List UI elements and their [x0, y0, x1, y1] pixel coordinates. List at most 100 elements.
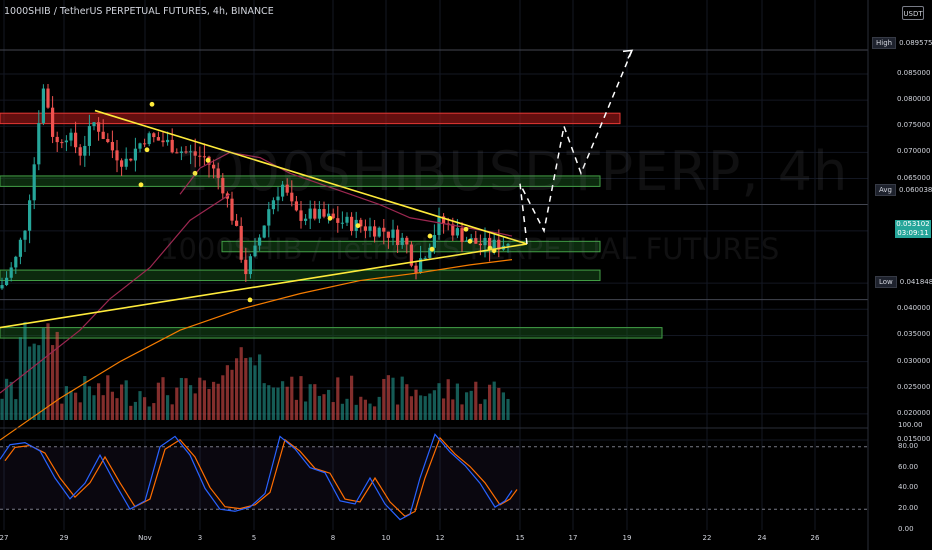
candle-body — [64, 140, 68, 143]
volume-bar — [308, 384, 312, 420]
volume-bar — [5, 378, 9, 420]
volume-bar — [106, 375, 110, 420]
volume-bar — [166, 395, 170, 420]
volume-bar — [465, 392, 469, 420]
candle-body — [106, 138, 110, 142]
touch-point — [327, 215, 333, 221]
time-tick: 19 — [622, 534, 632, 542]
time-tick: 17 — [568, 534, 578, 542]
volume-bar — [46, 323, 50, 420]
touch-point — [491, 248, 497, 254]
candle-body — [400, 237, 404, 245]
volume-bar — [225, 365, 229, 420]
touch-point — [427, 233, 433, 239]
volume-bar — [262, 383, 266, 420]
candle-body — [474, 238, 478, 244]
touch-point — [192, 170, 198, 176]
volume-bar — [9, 381, 13, 420]
osc-band-fill — [0, 446, 520, 510]
volume-bar — [281, 381, 285, 420]
candle-body — [74, 132, 78, 148]
currency-badge[interactable]: USDT — [902, 6, 924, 20]
price-tick: 0.065000 — [897, 173, 931, 182]
touch-point — [247, 297, 253, 303]
candle-body — [41, 88, 45, 124]
volume-bar — [437, 383, 441, 420]
high-tag: High 0.089575 — [872, 37, 932, 49]
volume-bar — [198, 377, 202, 420]
candle-body — [124, 158, 128, 167]
volume-bar — [143, 397, 147, 420]
candle-body — [437, 216, 441, 236]
avg-tag: Avg 0.060038 — [875, 184, 932, 196]
candle-body — [455, 228, 459, 236]
volume-bar — [64, 386, 68, 420]
candle-body — [451, 224, 455, 236]
candle-body — [317, 209, 321, 219]
volume-bar — [488, 384, 492, 420]
candle-body — [340, 222, 344, 224]
volume-bar — [350, 375, 354, 420]
volume-bar — [133, 401, 137, 420]
volume-bar — [391, 377, 395, 420]
moving-average-mid — [0, 193, 231, 394]
price-tick: 0.025000 — [897, 382, 931, 391]
volume-bar — [60, 403, 64, 420]
candle-body — [235, 220, 239, 226]
volume-bar — [152, 403, 156, 420]
candle-body — [382, 227, 386, 232]
volume-bar — [37, 345, 41, 420]
candle-body — [147, 133, 151, 145]
volume-bar — [170, 404, 174, 420]
price-tick: 0.080000 — [897, 95, 931, 104]
volume-bar — [230, 369, 234, 420]
volume-bar — [147, 406, 151, 420]
volume-bar — [460, 404, 464, 420]
volume-bar — [446, 379, 450, 420]
candle-body — [239, 225, 243, 260]
volume-bar — [32, 343, 36, 420]
support-zone — [0, 175, 601, 187]
time-tick: 3 — [197, 534, 203, 542]
candle-body — [193, 151, 197, 156]
candle-body — [276, 196, 280, 201]
candle-body — [313, 208, 317, 219]
candle-body — [55, 136, 59, 143]
volume-bar — [354, 404, 358, 420]
volume-bar — [276, 387, 280, 420]
volume-bar — [161, 377, 165, 420]
candle-body — [363, 226, 367, 231]
volume-bar — [0, 398, 4, 420]
volume-bar — [129, 405, 133, 420]
candle-body — [308, 208, 312, 219]
volume-bar — [239, 347, 243, 420]
resistance-zone — [0, 112, 621, 125]
volume-bar — [110, 391, 114, 420]
candle-body — [262, 225, 266, 238]
volume-bar — [483, 399, 487, 420]
candle-body — [419, 258, 423, 273]
touch-point — [205, 157, 211, 163]
time-tick: Nov — [138, 534, 152, 542]
candle-body — [460, 228, 464, 242]
candle-body — [258, 237, 262, 246]
candle-body — [271, 200, 275, 210]
candle-body — [60, 142, 64, 144]
support-zone — [0, 269, 601, 282]
volume-bar — [179, 377, 183, 420]
volume-bar — [396, 404, 400, 420]
candle-body — [322, 209, 326, 217]
volume-bar — [23, 321, 27, 420]
candle-body — [442, 216, 446, 224]
moving-average-slow — [0, 259, 513, 441]
touch-point — [355, 223, 361, 229]
volume-bar — [267, 385, 271, 420]
volume-bar — [373, 406, 377, 420]
candle-body — [46, 88, 50, 108]
candle-body — [373, 226, 377, 237]
candle-body — [359, 219, 363, 227]
candle-body — [161, 140, 165, 143]
price-tick: 0.015000 — [897, 435, 931, 444]
candle-body — [37, 123, 41, 165]
candle-body — [396, 229, 400, 245]
